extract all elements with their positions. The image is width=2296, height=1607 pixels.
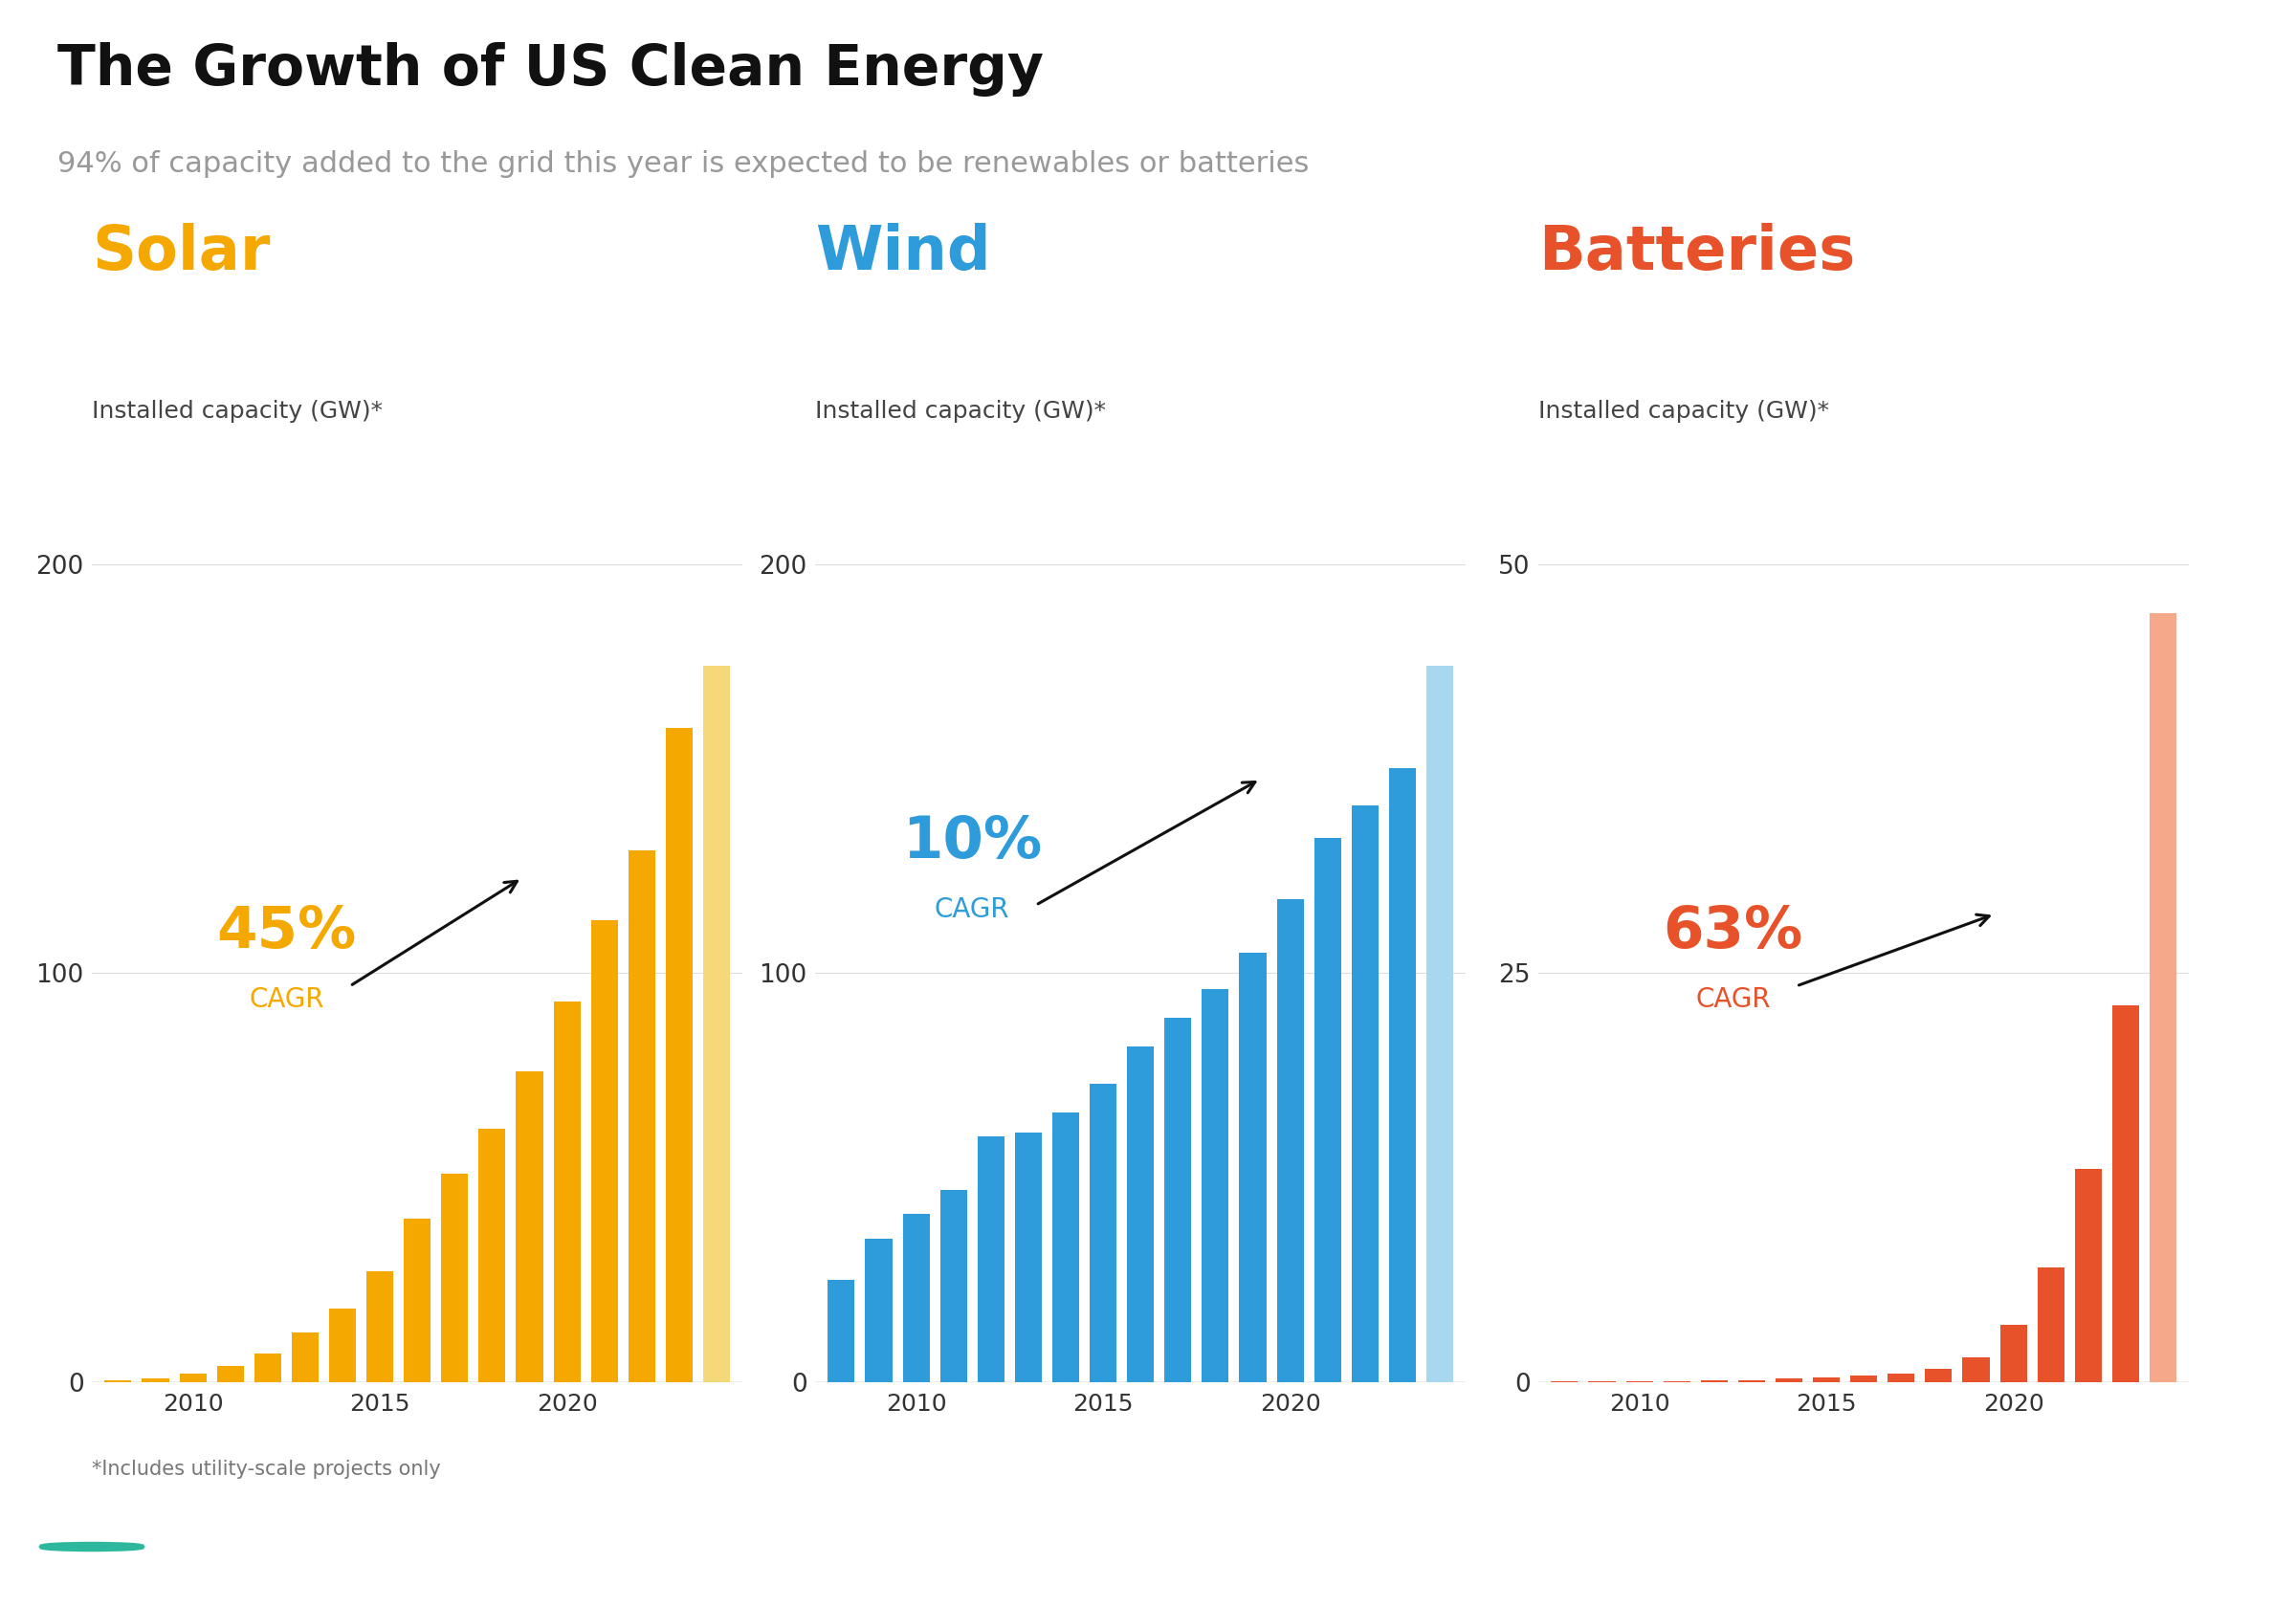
Bar <box>1426 667 1453 1382</box>
Text: 45%: 45% <box>216 903 356 961</box>
Bar <box>367 1271 393 1382</box>
Bar <box>1352 805 1378 1382</box>
Text: Batteries: Batteries <box>1538 222 1855 281</box>
Bar <box>142 1379 170 1382</box>
Bar <box>1052 1112 1079 1382</box>
Text: Installed capacity (GW)*: Installed capacity (GW)* <box>815 400 1107 423</box>
Text: Installed capacity (GW)*: Installed capacity (GW)* <box>1538 400 1830 423</box>
Bar <box>978 1136 1003 1382</box>
Bar <box>2000 1324 2027 1382</box>
Bar <box>441 1173 468 1382</box>
Bar <box>1201 990 1228 1382</box>
Bar <box>1887 1374 1915 1382</box>
Bar <box>2112 1006 2140 1382</box>
Text: 63%: 63% <box>1662 903 1802 961</box>
Text: ORENNIA: ORENNIA <box>156 1531 319 1562</box>
Text: Solar: Solar <box>92 222 271 281</box>
Bar <box>1277 900 1304 1382</box>
Bar <box>1389 768 1417 1382</box>
Bar <box>1963 1358 1988 1382</box>
Bar <box>1738 1380 1766 1382</box>
Bar <box>1851 1376 1878 1382</box>
Bar <box>106 1380 131 1382</box>
Text: ORENNIA.COM: ORENNIA.COM <box>2027 1533 2239 1560</box>
Bar <box>216 1366 243 1382</box>
Bar <box>2076 1170 2101 1382</box>
Bar <box>292 1332 319 1382</box>
Bar <box>829 1279 854 1382</box>
Bar <box>939 1189 967 1382</box>
Bar <box>666 728 693 1382</box>
Bar <box>255 1353 280 1382</box>
Text: 94% of capacity added to the grid this year is expected to be renewables or batt: 94% of capacity added to the grid this y… <box>57 149 1309 177</box>
Bar <box>1164 1017 1192 1382</box>
Bar <box>328 1308 356 1382</box>
Bar <box>2149 612 2177 1382</box>
Text: Wind: Wind <box>815 222 992 281</box>
Bar <box>1091 1083 1116 1382</box>
Text: The Growth of US Clean Energy: The Growth of US Clean Energy <box>57 42 1045 96</box>
Bar <box>404 1218 432 1382</box>
Bar <box>629 850 654 1382</box>
Bar <box>1701 1380 1727 1382</box>
Text: CAGR: CAGR <box>934 897 1010 922</box>
Bar <box>179 1374 207 1382</box>
Bar <box>1814 1377 1839 1382</box>
Bar <box>590 919 618 1382</box>
Text: Installed capacity (GW)*: Installed capacity (GW)* <box>92 400 383 423</box>
Text: CAGR: CAGR <box>1694 987 1770 1012</box>
Text: 10%: 10% <box>902 813 1042 871</box>
Bar <box>703 667 730 1382</box>
Bar <box>517 1072 542 1382</box>
Text: CAGR: CAGR <box>248 987 324 1012</box>
Bar <box>1775 1379 1802 1382</box>
Bar <box>553 1001 581 1382</box>
Bar <box>1240 953 1265 1382</box>
Bar <box>1924 1369 1952 1382</box>
Bar <box>1313 837 1341 1382</box>
Bar <box>1127 1046 1155 1382</box>
Bar <box>866 1239 893 1382</box>
Bar <box>478 1128 505 1382</box>
Text: *Includes utility-scale projects only: *Includes utility-scale projects only <box>92 1459 441 1478</box>
Bar <box>902 1215 930 1382</box>
Bar <box>2037 1268 2064 1382</box>
Bar <box>1015 1133 1042 1382</box>
